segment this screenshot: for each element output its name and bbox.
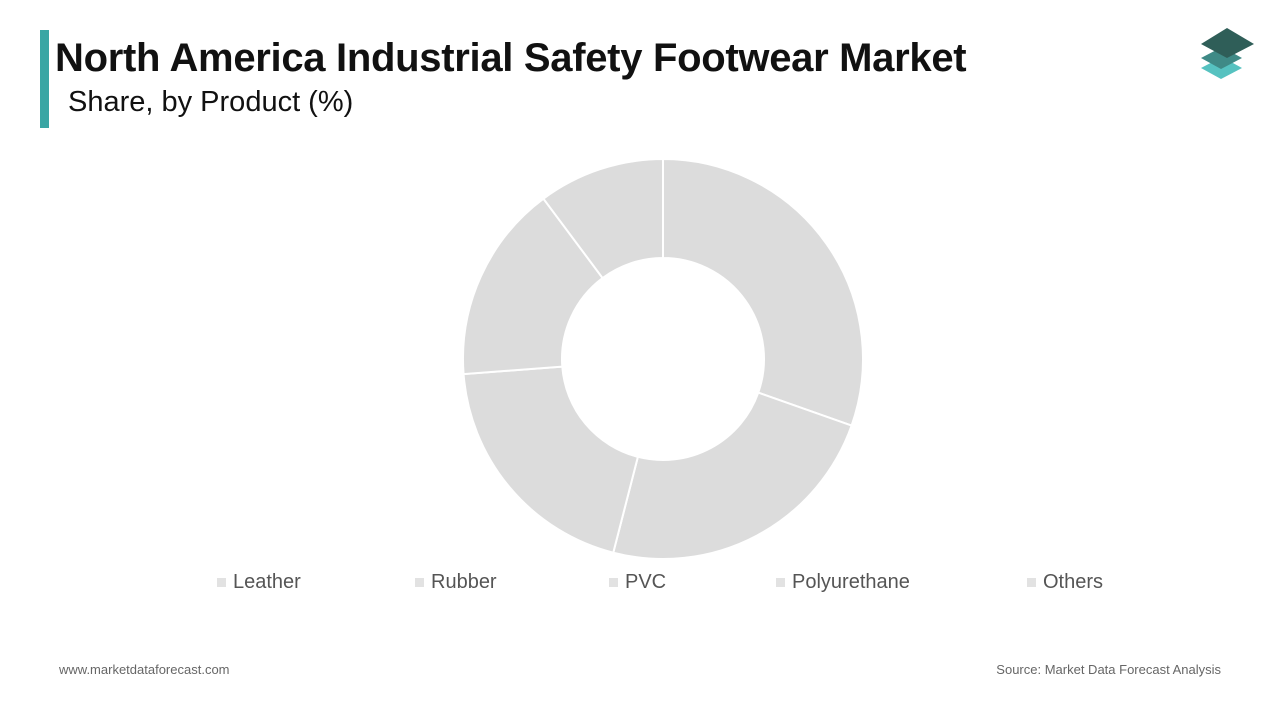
legend-swatch [776,578,785,587]
slice-others [542,157,664,280]
website-url: www.marketdataforecast.com [59,662,230,677]
logo-layer-top [1201,28,1254,58]
legend-swatch [609,578,618,587]
slice-rubber [612,391,853,560]
legend-item-leather: Leather [217,571,301,594]
legend-item-pvc: PVC [609,571,666,594]
legend-swatch [217,578,226,587]
legend-item-rubber: Rubber [415,571,497,594]
legend-item-polyurethane: Polyurethane [776,571,910,594]
legend-label: PVC [625,571,667,593]
slice-polyurethane [462,197,605,376]
legend-label: Others [1043,571,1104,593]
brand-logo-icon [1201,28,1254,79]
title-accent-bar [40,30,49,128]
slice-pvc [462,365,640,554]
chart-title: North America Industrial Safety Footwear… [55,36,967,80]
legend-label: Leather [233,571,301,593]
chart-legend: Leather Rubber PVC Polyurethane Others [0,571,1280,597]
slice-leather [662,157,864,427]
legend-label: Polyurethane [792,571,910,593]
chart-subtitle: Share, by Product (%) [68,86,354,118]
legend-label: Rubber [431,571,497,593]
legend-item-others: Others [1027,571,1103,594]
legend-swatch [415,578,424,587]
legend-swatch [1027,578,1036,587]
source-note: Source: Market Data Forecast Analysis [996,662,1221,677]
